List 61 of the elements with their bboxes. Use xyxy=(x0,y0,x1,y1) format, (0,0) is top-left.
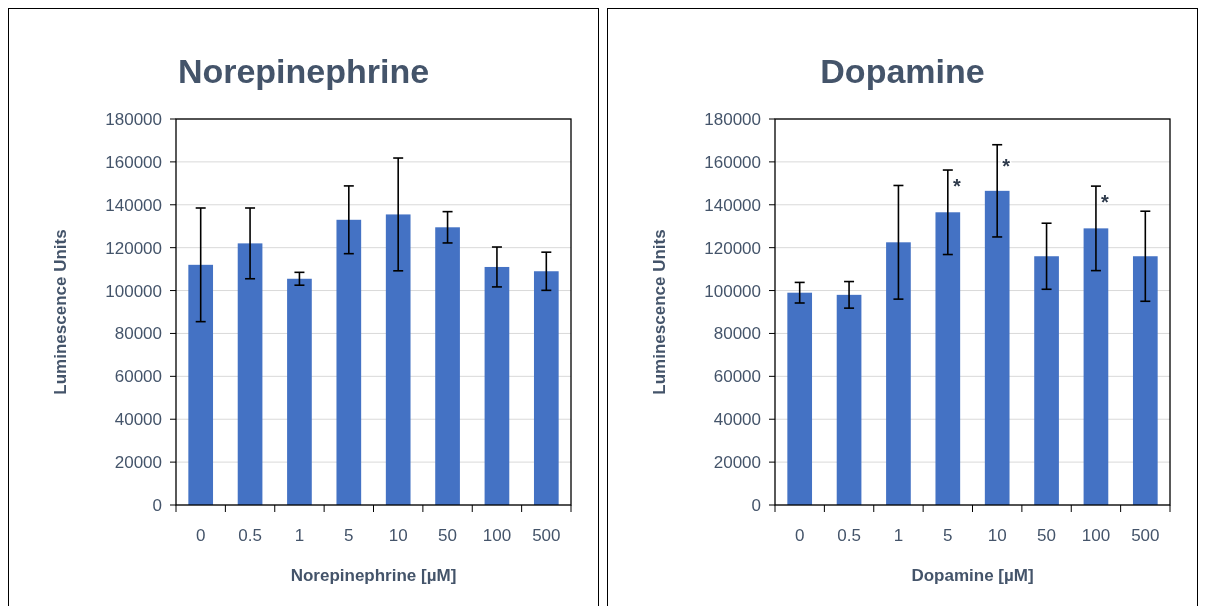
y-tick-label: 120000 xyxy=(704,238,761,258)
bar xyxy=(435,227,460,505)
y-tick-label: 160000 xyxy=(704,152,761,172)
y-tick-label: 160000 xyxy=(105,152,162,172)
bar xyxy=(984,190,1010,505)
x-tick-label: 500 xyxy=(1131,526,1160,545)
bar xyxy=(385,214,411,505)
bar xyxy=(336,219,362,505)
annotation: * xyxy=(952,175,961,198)
x-tick-label: 0 xyxy=(195,526,206,545)
x-axis-title: Dopamine [µM] xyxy=(911,566,1034,585)
y-tick-label: 0 xyxy=(152,495,162,515)
x-tick-label: 50 xyxy=(1037,526,1057,545)
y-axis-title: Luminescence Units xyxy=(51,229,70,395)
x-tick-label: 100 xyxy=(482,526,512,545)
y-tick-label: 80000 xyxy=(713,324,761,344)
x-tick-label: 0.5 xyxy=(837,526,861,545)
x-tick-label: 0 xyxy=(794,526,805,545)
annotation: * xyxy=(1002,154,1011,177)
x-tick-label: 0.5 xyxy=(238,526,262,545)
x-tick-label: 5 xyxy=(943,526,953,545)
y-tick-label: 0 xyxy=(751,495,761,515)
y-tick-label: 180000 xyxy=(105,109,162,129)
y-tick-label: 140000 xyxy=(105,195,162,215)
x-tick-label: 10 xyxy=(987,526,1007,545)
x-tick-label: 1 xyxy=(294,526,305,545)
y-tick-label: 120000 xyxy=(105,238,162,258)
y-tick-label: 20000 xyxy=(114,453,162,473)
y-tick-label: 60000 xyxy=(114,367,162,387)
y-tick-label: 40000 xyxy=(114,410,162,430)
bar xyxy=(935,212,961,505)
y-tick-label: 100000 xyxy=(704,281,761,301)
bar xyxy=(1034,256,1059,505)
x-tick-label: 5 xyxy=(344,526,354,545)
chart-title: Dopamine xyxy=(820,52,985,90)
x-tick-label: 50 xyxy=(438,526,458,545)
x-tick-label: 500 xyxy=(532,526,561,545)
bar xyxy=(1083,228,1109,505)
x-tick-label: 1 xyxy=(893,526,904,545)
y-tick-label: 80000 xyxy=(114,324,162,344)
annotation: * xyxy=(1101,191,1110,214)
y-tick-label: 60000 xyxy=(713,367,761,387)
y-tick-label: 100000 xyxy=(105,281,162,301)
y-tick-label: 40000 xyxy=(713,410,761,430)
bar xyxy=(533,271,559,505)
bar xyxy=(484,266,510,505)
chart-title: Norepinephrine xyxy=(177,52,430,90)
x-tick-label: 100 xyxy=(1081,526,1111,545)
bar xyxy=(1132,256,1158,505)
y-tick-label: 180000 xyxy=(704,109,761,129)
bar xyxy=(886,242,911,505)
bar xyxy=(237,243,263,505)
y-axis-title: Luminescence Units xyxy=(650,229,669,395)
x-axis-title: Norepinephrine [µM] xyxy=(290,566,457,585)
x-tick-label: 10 xyxy=(388,526,408,545)
bar xyxy=(836,294,862,505)
y-tick-label: 140000 xyxy=(704,195,761,215)
bar xyxy=(287,278,312,505)
bar xyxy=(188,264,214,505)
bar xyxy=(787,292,813,505)
y-tick-label: 20000 xyxy=(713,453,761,473)
